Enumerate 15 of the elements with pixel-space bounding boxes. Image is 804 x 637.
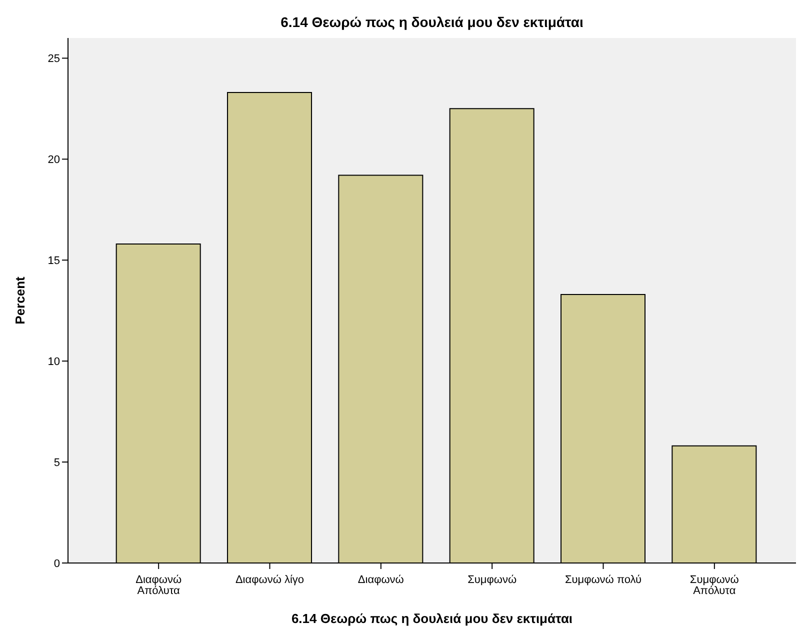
y-tick-label: 25: [48, 53, 60, 66]
y-tick-label: 20: [48, 154, 60, 166]
y-tick-label: 15: [48, 255, 60, 268]
x-tick-label: Διαφωνώ λίγο: [235, 574, 304, 586]
x-axis-title: 6.14 Θεωρώ πως η δουλειά μου δεν εκτιμάται: [291, 611, 573, 626]
y-tick-label: 0: [54, 558, 60, 570]
x-tick-label: Διαφωνώ: [358, 574, 404, 586]
x-tick-label: Συμφωνώ πολύ: [564, 574, 642, 586]
y-tick-label: 10: [48, 356, 60, 368]
y-axis-title: Percent: [12, 276, 28, 324]
x-tick-label: Συμφωνώ Απόλυτα: [690, 574, 740, 597]
chart-title: 6.14 Θεωρώ πως η δουλειά μου δεν εκτιμάται: [280, 13, 584, 32]
x-tick-label: Διαφωνώ Απόλυτα: [136, 574, 182, 597]
x-tick-label: Συμφωνώ: [468, 574, 517, 586]
y-tick-label: 5: [54, 456, 60, 469]
